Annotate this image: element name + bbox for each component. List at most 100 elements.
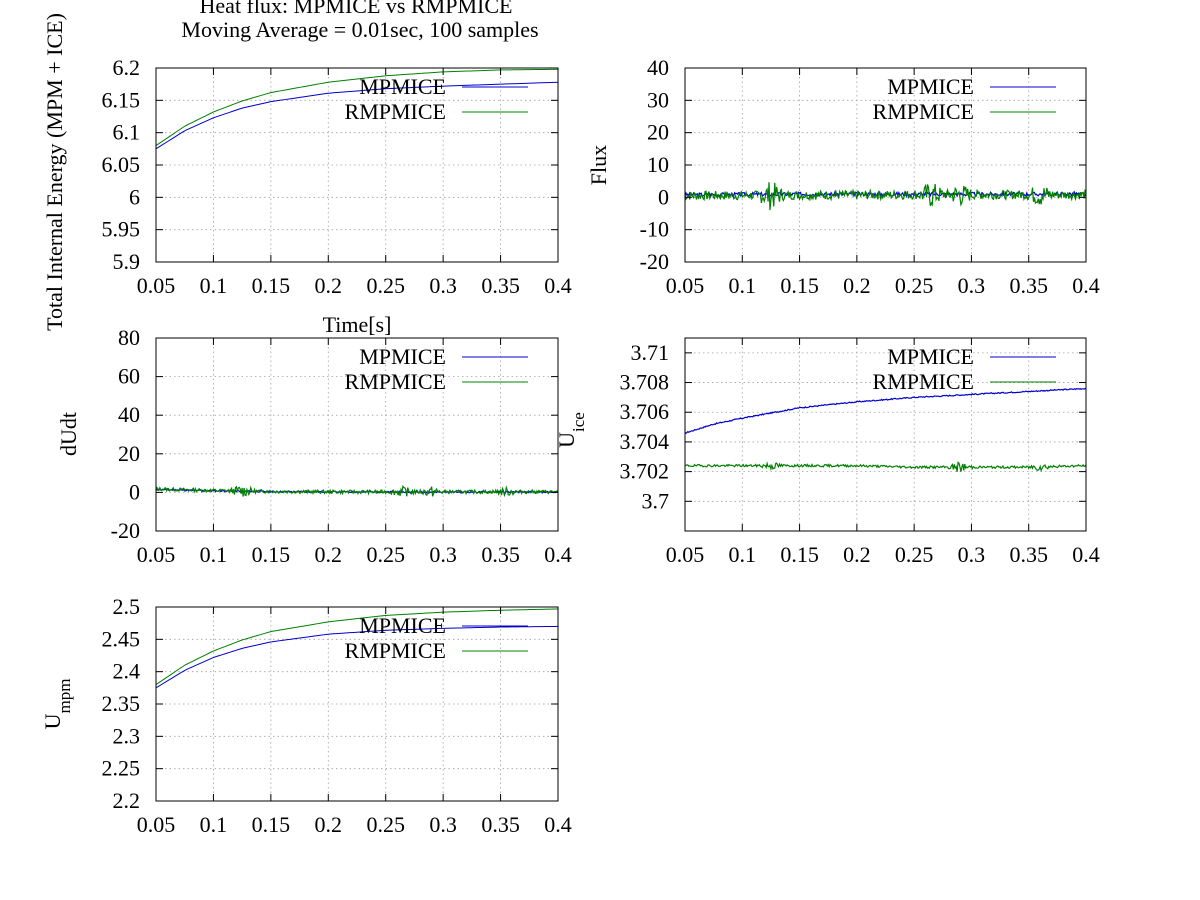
y-tick-label: 80 — [118, 325, 140, 350]
x-tick-label: 0.2 — [843, 273, 871, 298]
y-axis-label: Total Internal Energy (MPM + ICE) — [42, 13, 67, 331]
x-tick-label: 0.2 — [843, 542, 871, 567]
y-tick-label: 2.35 — [102, 691, 141, 716]
series-line-mpmice — [155, 81, 559, 150]
x-tick-label: 0.25 — [366, 273, 405, 298]
x-tick-label: 0.35 — [1009, 542, 1048, 567]
legend-label-mpmice: MPMICE — [359, 344, 446, 369]
x-tick-label: 0.35 — [481, 273, 520, 298]
legend-label-mpmice: MPMICE — [359, 613, 446, 638]
x-tick-label: 0.15 — [780, 273, 819, 298]
y-axis-label-subscript: ice — [569, 412, 588, 432]
x-tick-label: 0.3 — [958, 273, 986, 298]
series-line-rmpmice — [155, 484, 559, 498]
x-tick-label: 0.4 — [544, 812, 572, 837]
x-tick-label: 0.05 — [666, 273, 705, 298]
legend-label-rmpmice: RMPMICE — [345, 369, 446, 394]
x-tick-label: 0.15 — [780, 542, 819, 567]
x-tick-label: 0.15 — [252, 273, 291, 298]
x-tick-label: 0.35 — [481, 542, 520, 567]
legend-label-mpmice: MPMICE — [887, 74, 974, 99]
series-line-rmpmice — [684, 182, 1087, 211]
series-line-rmpmice — [155, 608, 559, 686]
x-tick-label: 0.05 — [666, 542, 705, 567]
x-tick-label: 0.3 — [429, 812, 457, 837]
y-tick-label: 3.71 — [631, 340, 670, 365]
x-tick-label: 0.4 — [544, 273, 572, 298]
figure-title-line-1: Heat flux: MPMICE vs RMPMICE — [200, 0, 513, 18]
y-axis-label: Umpm — [40, 679, 74, 730]
y-axis-label: dUdt — [56, 412, 81, 456]
legend-label-rmpmice: RMPMICE — [345, 99, 446, 124]
series-line-mpmice — [155, 625, 559, 689]
y-tick-label: -20 — [111, 518, 140, 543]
y-tick-label: 3.706 — [620, 399, 670, 424]
plot-frame — [155, 67, 559, 263]
x-tick-label: 0.25 — [895, 273, 934, 298]
x-tick-label: 0.05 — [137, 542, 176, 567]
x-tick-label: 0.4 — [1072, 273, 1100, 298]
y-axis-label-subscript: mpm — [55, 679, 74, 714]
y-tick-label: 2.2 — [113, 788, 141, 813]
y-tick-label: 2.4 — [113, 659, 141, 684]
y-axis-label: Flux — [586, 145, 611, 185]
y-tick-label: 40 — [647, 55, 669, 80]
x-tick-label: 0.15 — [252, 542, 291, 567]
x-tick-label: 0.1 — [200, 273, 228, 298]
legend-label-mpmice: MPMICE — [887, 344, 974, 369]
x-tick-label: 0.3 — [429, 542, 457, 567]
y-tick-label: 60 — [118, 364, 140, 389]
x-tick-label: 0.4 — [544, 542, 572, 567]
x-tick-label: 0.1 — [729, 542, 757, 567]
y-tick-label: 6.1 — [113, 120, 141, 145]
x-tick-label: 0.1 — [729, 273, 757, 298]
plot-frame — [684, 337, 1087, 532]
x-axis-label: Time[s] — [323, 312, 392, 337]
x-tick-label: 0.35 — [481, 812, 520, 837]
y-tick-label: 2.5 — [113, 594, 141, 619]
series-line-rmpmice — [684, 461, 1087, 473]
y-tick-label: 5.95 — [102, 217, 141, 242]
x-tick-label: 0.25 — [895, 542, 934, 567]
chart-uice: 0.05 0.1 0.15 0.2 0.25 0.3 0.35 0.4 3.7 3.702 3.70… — [554, 337, 1100, 567]
x-tick-label: 0.1 — [200, 542, 228, 567]
plot-frame — [155, 337, 559, 532]
y-tick-label: 40 — [118, 402, 140, 427]
y-tick-label: 20 — [118, 441, 140, 466]
y-tick-label: 10 — [647, 152, 669, 177]
x-tick-label: 0.25 — [366, 812, 405, 837]
x-tick-label: 0.3 — [429, 273, 457, 298]
legend-label-rmpmice: RMPMICE — [873, 369, 974, 394]
x-tick-label: 0.35 — [1009, 273, 1048, 298]
y-tick-label: 2.25 — [102, 756, 141, 781]
y-axis-label: Uice — [554, 412, 588, 448]
plot-frame — [684, 67, 1087, 263]
y-tick-label: 2.45 — [102, 626, 141, 651]
series-line-mpmice — [684, 387, 1087, 434]
y-tick-label: -20 — [640, 249, 669, 274]
chart-panels: 0.05 0.1 0.15 0.2 0.25 0.3 0.35 0.4 5.9 5.95 6 6.05… — [40, 13, 1100, 837]
y-tick-label: 3.704 — [620, 429, 670, 454]
x-tick-label: 0.15 — [252, 812, 291, 837]
legend-label-rmpmice: RMPMICE — [873, 99, 974, 124]
x-tick-label: 0.2 — [315, 273, 343, 298]
y-tick-label: 6.15 — [102, 87, 141, 112]
y-tick-label: 3.702 — [620, 459, 670, 484]
y-tick-label: 3.708 — [620, 370, 670, 395]
chart-dudt: 0.05 0.1 0.15 0.2 0.25 0.3 0.35 0.4 -20 0 20 40 60 80… — [56, 325, 572, 567]
y-tick-label: 5.9 — [113, 249, 141, 274]
x-tick-label: 0.05 — [137, 812, 176, 837]
x-tick-label: 0.1 — [200, 812, 228, 837]
series-line-rmpmice — [155, 68, 559, 147]
x-tick-label: 0.3 — [958, 542, 986, 567]
x-tick-label: 0.2 — [315, 812, 343, 837]
plot-frame — [155, 606, 559, 802]
x-tick-label: 0.2 — [315, 542, 343, 567]
x-tick-label: 0.4 — [1072, 542, 1100, 567]
y-tick-label: 30 — [647, 87, 669, 112]
legend-label-mpmice: MPMICE — [359, 74, 446, 99]
figure-title-line-2: Moving Average = 0.01sec, 100 samples — [181, 17, 538, 42]
y-tick-label: 20 — [647, 120, 669, 145]
x-tick-label: 0.05 — [137, 273, 176, 298]
